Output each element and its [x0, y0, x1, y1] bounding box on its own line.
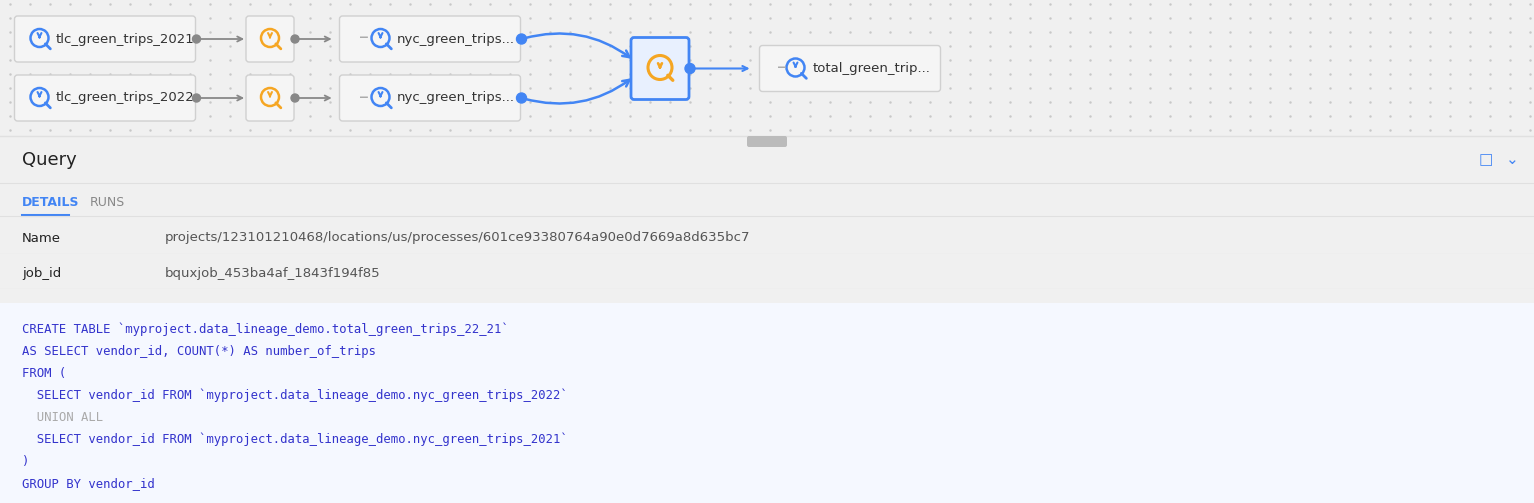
Text: SELECT vendor_id FROM `myproject.data_lineage_demo.nyc_green_trips_2021`: SELECT vendor_id FROM `myproject.data_li…: [21, 433, 568, 447]
Text: CREATE TABLE `myproject.data_lineage_demo.total_green_trips_22_21`: CREATE TABLE `myproject.data_lineage_dem…: [21, 323, 509, 337]
FancyBboxPatch shape: [759, 45, 940, 92]
Text: tlc_green_trips_2022: tlc_green_trips_2022: [55, 92, 195, 105]
FancyBboxPatch shape: [14, 75, 195, 121]
Text: –: –: [776, 58, 787, 77]
FancyBboxPatch shape: [14, 16, 195, 62]
Text: Name: Name: [21, 231, 61, 244]
Text: job_id: job_id: [21, 267, 61, 280]
Text: UNION ALL: UNION ALL: [21, 411, 103, 424]
FancyBboxPatch shape: [339, 75, 520, 121]
Text: –: –: [359, 29, 368, 47]
Circle shape: [686, 63, 695, 73]
Circle shape: [517, 34, 526, 44]
Text: FROM (: FROM (: [21, 367, 66, 380]
Text: Query: Query: [21, 151, 77, 169]
Text: nyc_green_trips...: nyc_green_trips...: [396, 92, 514, 105]
FancyBboxPatch shape: [630, 38, 689, 100]
Text: –: –: [359, 88, 368, 107]
Text: DETAILS: DETAILS: [21, 197, 80, 210]
Text: GROUP BY vendor_id: GROUP BY vendor_id: [21, 477, 155, 490]
Text: AS SELECT vendor_id, COUNT(*) AS number_of_trips: AS SELECT vendor_id, COUNT(*) AS number_…: [21, 345, 376, 358]
Circle shape: [517, 93, 526, 103]
Circle shape: [192, 94, 201, 102]
Text: SELECT vendor_id FROM `myproject.data_lineage_demo.nyc_green_trips_2022`: SELECT vendor_id FROM `myproject.data_li…: [21, 389, 568, 402]
FancyArrowPatch shape: [525, 80, 629, 104]
Text: RUNS: RUNS: [91, 197, 126, 210]
FancyBboxPatch shape: [245, 16, 295, 62]
Text: total_green_trip...: total_green_trip...: [813, 62, 931, 75]
Text: ): ): [21, 455, 29, 468]
FancyBboxPatch shape: [0, 303, 1534, 503]
Text: projects/123101210468/locations/us/processes/601ce93380764a90e0d7669a8d635bc7: projects/123101210468/locations/us/proce…: [166, 231, 750, 244]
FancyBboxPatch shape: [339, 16, 520, 62]
Circle shape: [192, 35, 201, 43]
FancyArrowPatch shape: [525, 34, 629, 57]
Text: nyc_green_trips...: nyc_green_trips...: [396, 33, 514, 45]
Text: bquxjob_453ba4af_1843f194f85: bquxjob_453ba4af_1843f194f85: [166, 267, 380, 280]
FancyBboxPatch shape: [747, 136, 787, 147]
Text: □: □: [1479, 152, 1494, 167]
Text: ⌄: ⌄: [1506, 152, 1519, 167]
FancyBboxPatch shape: [245, 75, 295, 121]
Circle shape: [291, 94, 299, 102]
Text: tlc_green_trips_2021: tlc_green_trips_2021: [55, 33, 195, 45]
Circle shape: [291, 35, 299, 43]
